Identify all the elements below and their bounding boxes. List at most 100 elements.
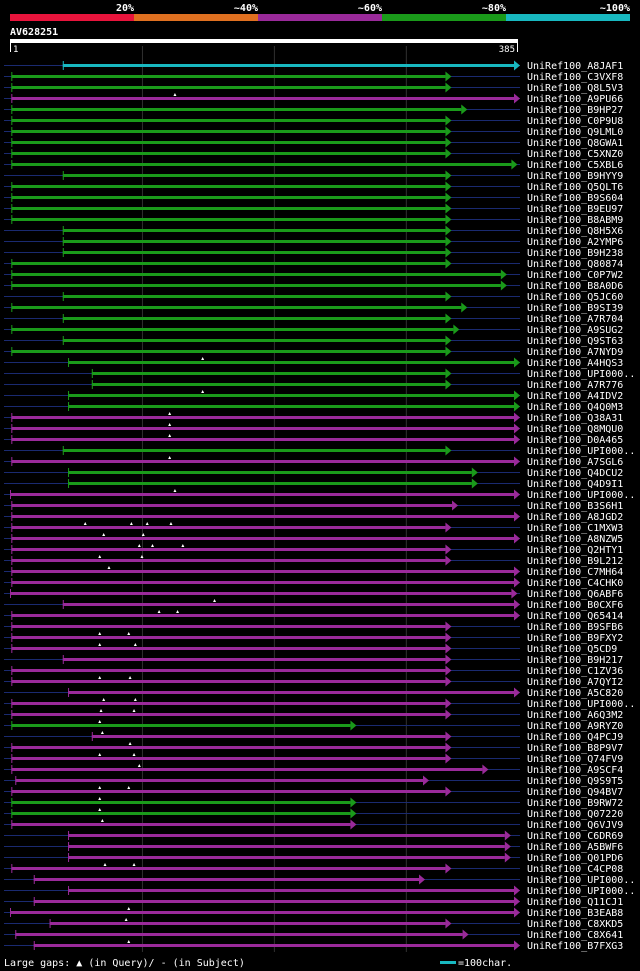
hit-row[interactable]: UniRef100_C7MH64 — [4, 566, 623, 578]
hit-row[interactable]: UniRef100_UPI000.. — [4, 885, 635, 898]
hit-label[interactable]: UniRef100_Q9LML0 — [527, 127, 623, 138]
hit-row[interactable]: UniRef100_UPI000.. — [4, 698, 635, 710]
hit-row[interactable]: UniRef100_Q8H5X6 — [4, 225, 623, 238]
hit-bar[interactable] — [11, 537, 514, 540]
hit-bar[interactable] — [11, 713, 446, 716]
hit-label[interactable]: UniRef100_Q65414 — [527, 611, 623, 622]
hit-label[interactable]: UniRef100_Q4DCU2 — [527, 468, 623, 479]
hit-row[interactable]: UniRef100_B9H238 — [4, 247, 623, 260]
hit-label[interactable]: UniRef100_B8A0D6 — [527, 281, 623, 292]
hit-label[interactable]: UniRef100_A7R704 — [527, 314, 623, 325]
hit-row[interactable]: UniRef100_Q5CD9 — [4, 643, 617, 655]
hit-row[interactable]: UniRef100_D0A465 — [4, 434, 623, 446]
hit-row[interactable]: UniRef100_Q07220 — [4, 808, 623, 820]
hit-row[interactable]: UniRef100_A9RYZ0 — [4, 720, 623, 732]
hit-bar[interactable] — [11, 581, 514, 584]
hit-row[interactable]: UniRef100_Q11CJ1 — [4, 896, 623, 909]
hit-bar[interactable] — [11, 207, 446, 210]
hit-bar[interactable] — [10, 911, 514, 914]
hit-label[interactable]: UniRef100_Q4PCJ9 — [527, 732, 623, 743]
hit-row[interactable]: UniRef100_UPI000.. — [4, 368, 635, 381]
hit-row[interactable]: UniRef100_C1MXW3 — [4, 522, 623, 534]
hit-bar[interactable] — [68, 361, 515, 364]
hit-row[interactable]: UniRef100_Q5JC60 — [4, 291, 623, 304]
hit-bar[interactable] — [11, 460, 514, 463]
hit-row[interactable]: UniRef100_A9PU66 — [4, 93, 623, 105]
hit-label[interactable]: UniRef100_B9HYY9 — [527, 171, 623, 182]
hit-label[interactable]: UniRef100_B8P9V7 — [527, 743, 623, 754]
hit-row[interactable]: UniRef100_C6DR69 — [4, 830, 623, 843]
hit-label[interactable]: UniRef100_B9SFB6 — [527, 622, 623, 633]
hit-bar[interactable] — [11, 790, 446, 793]
hit-bar[interactable] — [62, 317, 446, 320]
hit-label[interactable]: UniRef100_Q8GWA1 — [527, 138, 623, 149]
hit-bar[interactable] — [11, 86, 446, 89]
hit-row[interactable]: UniRef100_B8A0D6 — [4, 280, 623, 293]
hit-row[interactable]: UniRef100_B9FXY2 — [4, 632, 623, 644]
hit-row[interactable]: UniRef100_B9L212 — [4, 555, 623, 567]
hit-label[interactable]: UniRef100_A7R776 — [527, 380, 623, 391]
hit-bar[interactable] — [11, 185, 446, 188]
hit-bar[interactable] — [11, 647, 446, 650]
hit-label[interactable]: UniRef100_UPI000.. — [527, 490, 635, 501]
hit-bar[interactable] — [10, 592, 512, 595]
hit-row[interactable]: UniRef100_Q4Q0M3 — [4, 401, 623, 414]
hit-bar[interactable] — [11, 812, 351, 815]
hit-label[interactable]: UniRef100_B9H217 — [527, 655, 623, 666]
hit-row[interactable]: UniRef100_UPI000.. — [4, 445, 635, 458]
hit-row[interactable]: UniRef100_A8JAF1 — [4, 60, 623, 73]
hit-label[interactable]: UniRef100_Q2HTY1 — [527, 545, 623, 556]
hit-row[interactable]: UniRef100_A7QYI2 — [4, 676, 623, 688]
hit-row[interactable]: UniRef100_Q6VJV9 — [4, 819, 623, 831]
hit-bar[interactable] — [68, 394, 515, 397]
hit-bar[interactable] — [68, 691, 515, 694]
hit-row[interactable]: UniRef100_B9S604 — [4, 192, 623, 205]
hit-row[interactable]: UniRef100_A6Q3M2 — [4, 709, 623, 721]
hit-bar[interactable] — [11, 570, 514, 573]
hit-label[interactable]: UniRef100_Q4Q0M3 — [527, 402, 623, 413]
hit-bar[interactable] — [91, 383, 446, 386]
hit-bar[interactable] — [11, 746, 446, 749]
hit-label[interactable]: UniRef100_B3EAB8 — [527, 908, 623, 919]
hit-bar[interactable] — [11, 262, 446, 265]
hit-row[interactable]: UniRef100_A7NYD9 — [4, 346, 623, 359]
hit-row[interactable]: UniRef100_A2YMP6 — [4, 236, 623, 249]
hit-row[interactable]: UniRef100_Q38A31 — [4, 412, 623, 424]
hit-bar[interactable] — [11, 273, 501, 276]
hit-bar[interactable] — [11, 130, 446, 133]
hit-row[interactable]: UniRef100_C5XBL6 — [4, 159, 623, 172]
hit-label[interactable]: UniRef100_C8XKD5 — [527, 919, 623, 930]
hit-bar[interactable] — [33, 944, 515, 947]
hit-label[interactable]: UniRef100_UPI000.. — [527, 875, 635, 886]
hit-bar[interactable] — [11, 636, 446, 639]
hit-bar[interactable] — [62, 251, 446, 254]
hit-label[interactable]: UniRef100_A4IDV2 — [527, 391, 623, 402]
hit-label[interactable]: UniRef100_Q94BV7 — [527, 787, 623, 798]
hit-row[interactable]: UniRef100_B9HP27 — [4, 104, 623, 117]
hit-bar[interactable] — [62, 339, 446, 342]
hit-row[interactable]: UniRef100_UPI000.. — [4, 874, 635, 887]
hit-label[interactable]: UniRef100_Q6ABF6 — [527, 589, 623, 600]
hit-label[interactable]: UniRef100_UPI000.. — [527, 886, 635, 897]
hit-label[interactable]: UniRef100_A5BWF6 — [527, 842, 623, 853]
hit-bar[interactable] — [11, 526, 446, 529]
hit-label[interactable]: UniRef100_C6DR69 — [527, 831, 623, 842]
hit-row[interactable]: UniRef100_B8ABM9 — [4, 214, 623, 227]
hit-bar[interactable] — [11, 614, 514, 617]
hit-label[interactable]: UniRef100_B8ABM9 — [527, 215, 623, 226]
hit-label[interactable]: UniRef100_UPI000.. — [527, 446, 635, 457]
hit-label[interactable]: UniRef100_Q11CJ1 — [527, 897, 623, 908]
hit-bar[interactable] — [11, 768, 483, 771]
hit-bar[interactable] — [11, 416, 514, 419]
hit-bar[interactable] — [11, 152, 446, 155]
hit-row[interactable]: UniRef100_C4CP08 — [4, 863, 623, 875]
hit-label[interactable]: UniRef100_C5XNZ0 — [527, 149, 623, 160]
hit-bar[interactable] — [11, 108, 462, 111]
hit-bar[interactable] — [33, 878, 420, 881]
hit-bar[interactable] — [11, 438, 514, 441]
hit-row[interactable]: UniRef100_B3S6H1 — [4, 500, 623, 513]
hit-row[interactable]: UniRef100_Q9S9T5 — [4, 775, 623, 788]
hit-row[interactable]: UniRef100_B8P9V7 — [4, 742, 623, 754]
hit-bar[interactable] — [11, 559, 446, 562]
hit-row[interactable]: UniRef100_Q01PD6 — [4, 852, 623, 865]
